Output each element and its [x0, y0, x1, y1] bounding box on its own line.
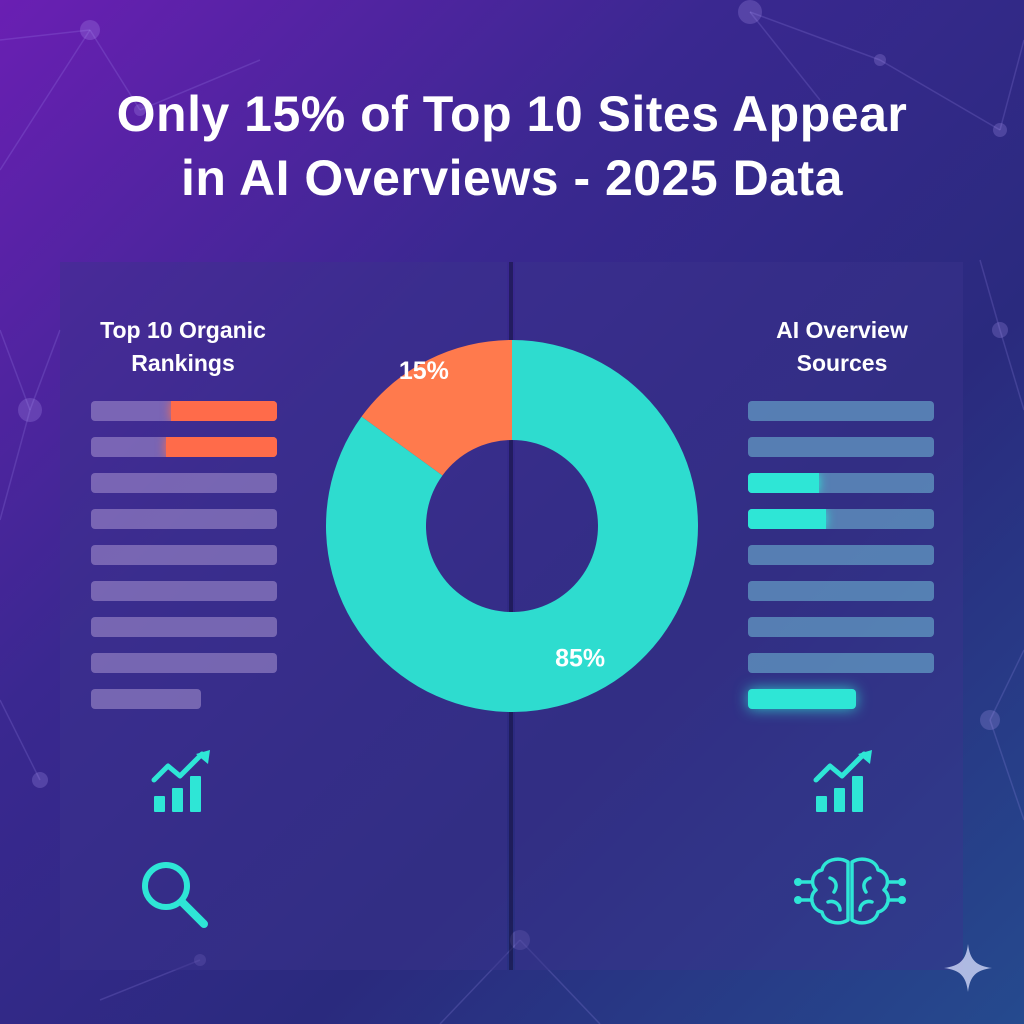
right-bar-1 [748, 401, 934, 421]
growth-chart-icon [151, 750, 210, 812]
left-bar-8 [91, 653, 277, 673]
right-bar-7 [748, 617, 934, 637]
left-bar-1-highlight [171, 401, 277, 421]
right-panel-heading: AI Overview Sources [720, 314, 964, 380]
right-bar-3-highlight [748, 473, 819, 493]
right-heading-line-2: Sources [796, 350, 888, 376]
brain-circuit-icon [794, 857, 906, 925]
left-bar-1 [91, 401, 277, 421]
right-bar-8 [748, 653, 934, 673]
right-bar-3 [748, 473, 934, 493]
donut-chart: 15% 85% [326, 340, 698, 712]
search-icon [142, 862, 208, 928]
donut-slice-2 [326, 340, 698, 712]
left-heading-line-1: Top 10 Organic [100, 317, 266, 343]
donut-label-2: 85% [555, 644, 605, 672]
left-bar-4 [91, 509, 277, 529]
right-bar-4 [748, 509, 934, 529]
left-bar-6 [91, 581, 277, 601]
left-bar-2-highlight [166, 437, 277, 457]
right-bar-5 [748, 545, 934, 565]
sparkle-icon [944, 944, 992, 992]
left-bar-7 [91, 617, 277, 637]
donut-slice-1 [361, 340, 512, 476]
title-line-1: Only 15% of Top 10 Sites Appear [116, 86, 908, 142]
left-bar-2 [91, 437, 277, 457]
left-bar-3 [91, 473, 277, 493]
right-bar-2 [748, 437, 934, 457]
left-heading-line-2: Rankings [131, 350, 235, 376]
right-bar-6 [748, 581, 934, 601]
growth-chart-icon [813, 750, 872, 812]
right-bar-9 [748, 689, 856, 709]
page-title: Only 15% of Top 10 Sites Appear in AI Ov… [0, 82, 1024, 210]
right-heading-line-1: AI Overview [776, 317, 908, 343]
donut-label-1: 15% [399, 357, 449, 385]
left-bar-9 [91, 689, 201, 709]
right-bar-4-highlight [748, 509, 826, 529]
title-line-2: in AI Overviews - 2025 Data [181, 150, 843, 206]
left-bar-5 [91, 545, 277, 565]
left-panel-heading: Top 10 Organic Rankings [60, 314, 306, 380]
